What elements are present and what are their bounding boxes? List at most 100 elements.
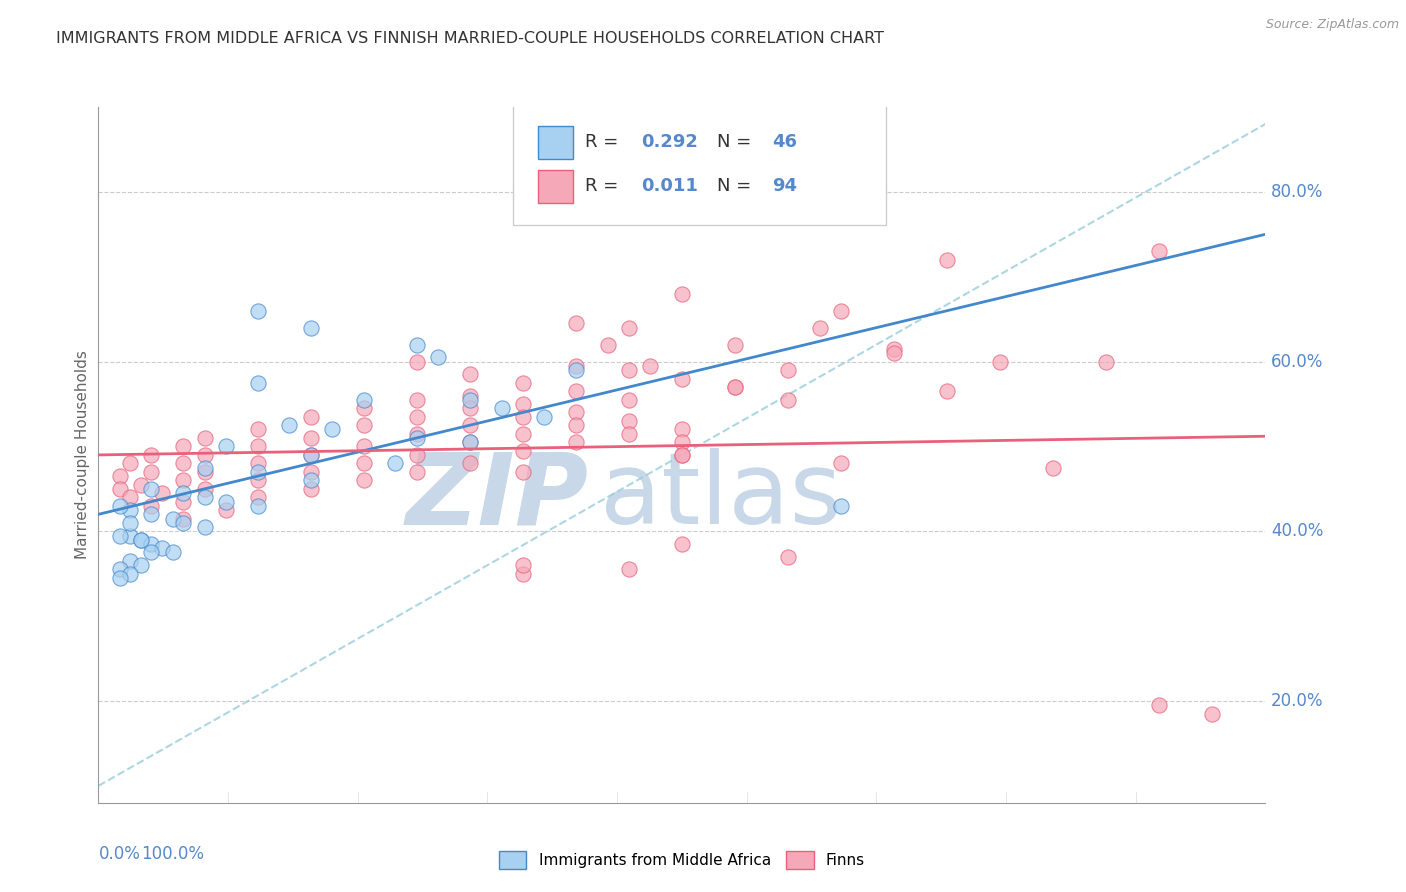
Point: [108, 499, 131, 513]
Point: [353, 418, 375, 433]
Text: 46: 46: [772, 133, 797, 151]
Point: [1149, 244, 1171, 259]
Point: [512, 376, 534, 390]
Point: [936, 252, 959, 267]
Point: [512, 465, 534, 479]
Legend: Immigrants from Middle Africa, Finns: Immigrants from Middle Africa, Finns: [492, 846, 872, 875]
Point: [671, 422, 693, 436]
Point: [671, 448, 693, 462]
Point: [150, 486, 173, 500]
Point: [150, 541, 173, 556]
Point: [617, 392, 640, 407]
Point: [426, 351, 449, 365]
Point: [108, 469, 131, 483]
Point: [246, 422, 269, 436]
Point: [108, 571, 131, 585]
Text: 40.0%: 40.0%: [1271, 523, 1323, 541]
Text: Source: ZipAtlas.com: Source: ZipAtlas.com: [1265, 18, 1399, 31]
Point: [193, 491, 215, 505]
Point: [512, 558, 534, 573]
Point: [299, 448, 322, 462]
Point: [405, 465, 427, 479]
Point: [565, 418, 588, 433]
Point: [172, 494, 194, 508]
Point: [936, 384, 959, 399]
Point: [353, 401, 375, 416]
Text: atlas: atlas: [600, 448, 842, 545]
Point: [246, 465, 269, 479]
Point: [596, 337, 619, 351]
Text: 94: 94: [772, 177, 797, 194]
Point: [193, 460, 215, 475]
Point: [299, 320, 322, 334]
Text: 20.0%: 20.0%: [1271, 692, 1323, 710]
Point: [405, 392, 427, 407]
Text: 60.0%: 60.0%: [1271, 352, 1323, 370]
Point: [458, 457, 481, 471]
Point: [120, 491, 142, 505]
Text: ZIP: ZIP: [405, 448, 589, 545]
Point: [215, 503, 238, 517]
Point: [141, 508, 163, 522]
Point: [108, 562, 131, 576]
Point: [120, 566, 142, 581]
Text: 80.0%: 80.0%: [1271, 183, 1323, 201]
Point: [565, 405, 588, 419]
Point: [638, 359, 661, 373]
Point: [565, 317, 588, 331]
Text: 0.0%: 0.0%: [98, 845, 141, 863]
Point: [215, 439, 238, 453]
Text: R =: R =: [585, 177, 624, 194]
Point: [108, 482, 131, 496]
Point: [533, 409, 555, 424]
Point: [724, 380, 747, 394]
Point: [246, 303, 269, 318]
Point: [141, 448, 163, 462]
Point: [491, 401, 513, 416]
Point: [129, 558, 152, 573]
Point: [141, 537, 163, 551]
Point: [299, 431, 322, 445]
Point: [458, 368, 481, 382]
Point: [617, 320, 640, 334]
Point: [246, 491, 269, 505]
Point: [193, 482, 215, 496]
Point: [353, 457, 375, 471]
Point: [565, 363, 588, 377]
Point: [512, 566, 534, 581]
Point: [278, 418, 301, 433]
Point: [141, 545, 163, 559]
Y-axis label: Married-couple Households: Married-couple Households: [75, 351, 90, 559]
Point: [724, 337, 747, 351]
Point: [512, 409, 534, 424]
FancyBboxPatch shape: [513, 103, 886, 226]
Point: [193, 465, 215, 479]
Point: [617, 426, 640, 441]
Point: [120, 457, 142, 471]
Point: [193, 431, 215, 445]
Point: [120, 503, 142, 517]
Text: R =: R =: [585, 133, 624, 151]
Point: [1149, 698, 1171, 713]
Point: [141, 499, 163, 513]
Point: [299, 409, 322, 424]
Point: [193, 520, 215, 534]
Point: [671, 371, 693, 385]
Point: [830, 499, 852, 513]
Point: [246, 499, 269, 513]
Text: IMMIGRANTS FROM MIDDLE AFRICA VS FINNISH MARRIED-COUPLE HOUSEHOLDS CORRELATION C: IMMIGRANTS FROM MIDDLE AFRICA VS FINNISH…: [56, 31, 884, 46]
Point: [565, 384, 588, 399]
Point: [776, 363, 799, 377]
Point: [617, 414, 640, 428]
Point: [565, 359, 588, 373]
Point: [405, 448, 427, 462]
Point: [120, 516, 142, 530]
Text: N =: N =: [717, 177, 756, 194]
Point: [458, 401, 481, 416]
Point: [458, 392, 481, 407]
Text: N =: N =: [717, 133, 756, 151]
Point: [671, 286, 693, 301]
Point: [246, 457, 269, 471]
Point: [776, 392, 799, 407]
Point: [1042, 460, 1064, 475]
